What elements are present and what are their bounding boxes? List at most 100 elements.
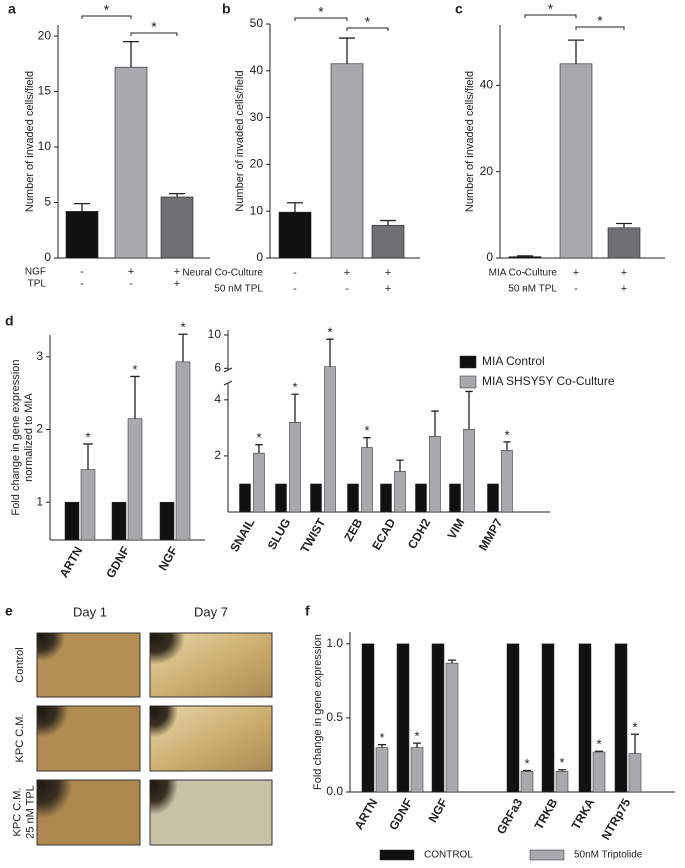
significance-star: *: [256, 430, 261, 445]
significance-star: *: [151, 19, 157, 35]
y-tick-label: 0: [486, 250, 493, 264]
significance-bracket: [130, 32, 178, 36]
bar: [159, 501, 175, 541]
legend-swatch: [379, 849, 415, 861]
y-tick-label: 4: [214, 392, 221, 406]
bar: [380, 483, 392, 513]
significance-star: *: [597, 13, 603, 29]
error-bar: [291, 393, 299, 423]
y-tick-label: 3: [36, 349, 43, 363]
significance-star: *: [292, 380, 297, 395]
bar: [607, 227, 641, 259]
bar: [375, 747, 389, 793]
bar: [396, 643, 410, 793]
significance-star: *: [379, 730, 384, 745]
error-bar: [326, 338, 334, 367]
legend-label: CONTROL: [424, 850, 473, 861]
significance-star: *: [632, 720, 637, 735]
significance-star: *: [104, 2, 110, 18]
bar: [445, 662, 459, 793]
legend-label: 50nM Triptolide: [574, 850, 643, 861]
y-tick-label: 0.0: [326, 784, 343, 798]
condition-sign: -: [523, 267, 527, 279]
bar: [555, 771, 569, 793]
row-label: KPC C.M.: [14, 714, 26, 763]
y-tick-label: 1: [36, 494, 43, 508]
micrograph-detail: [150, 633, 200, 678]
axes: 0 10 20 30 40 50 Number of invaded cells/field: [234, 16, 420, 264]
micrograph-detail: [37, 633, 77, 673]
y-tick-label: 20: [480, 164, 494, 178]
error-bar: [255, 444, 263, 454]
condition-sign: +: [385, 267, 391, 279]
legend-label: MIA SHSY5Y Co-Culture: [482, 374, 615, 388]
panel-label: f: [305, 603, 310, 619]
condition-sign: -: [293, 283, 297, 295]
x-tick-label: GDNF: [386, 796, 415, 832]
micrograph-detail: [37, 780, 87, 835]
condition-label: 50 nM TPL: [508, 284, 557, 295]
bar: [361, 643, 375, 793]
significance-star: *: [365, 14, 371, 30]
condition-sign: -: [293, 267, 297, 279]
bar: [463, 429, 475, 513]
x-tick-label: CDH2: [405, 516, 434, 552]
x-tick-label: GRFa3: [494, 796, 526, 837]
bar: [614, 643, 628, 793]
error-bar: [517, 255, 533, 257]
axes: 1 2 3 Fold change in gene expression normali…: [10, 335, 205, 541]
bar: [431, 643, 445, 793]
error-bar: [631, 733, 639, 754]
condition-sign: -: [80, 266, 84, 278]
legend-swatch: [459, 375, 477, 389]
bar: [278, 211, 312, 259]
y-axis-label: Fold change in gene expression: [10, 360, 22, 516]
error-bar: [431, 410, 439, 437]
condition-sign: -: [523, 283, 527, 295]
bar: [160, 196, 194, 259]
condition-label: NGF: [25, 267, 46, 278]
x-tick-label: SNAIL: [227, 516, 257, 554]
y-tick-label: 40: [250, 63, 264, 77]
y-axis-label: Number of invaded cells/field: [234, 70, 246, 211]
significance-star: *: [364, 423, 369, 438]
bar: [371, 224, 405, 259]
bar: [175, 361, 191, 541]
y-tick-label: 50: [250, 16, 264, 30]
error-bar: [83, 443, 93, 470]
y-axis-label: Number of invaded cells/field: [24, 71, 36, 212]
condition-sign: -: [345, 283, 349, 295]
x-tick-label: SLUG: [265, 516, 294, 552]
y-tick-label: 6: [214, 361, 221, 375]
significance-star: *: [180, 320, 185, 335]
y-tick-label: 1.0: [326, 636, 343, 650]
bar: [628, 753, 642, 793]
bar: [330, 63, 364, 259]
significance-star: *: [548, 1, 554, 17]
condition-sign: +: [128, 266, 134, 278]
significance-star: *: [524, 756, 529, 771]
y-tick-label: 2: [214, 448, 221, 462]
y-tick-label: 10: [38, 139, 52, 153]
bar: [324, 366, 336, 513]
bar: [114, 66, 148, 259]
bar: [361, 447, 373, 513]
x-tick-label: ZEB: [341, 516, 365, 544]
x-tick-label: MMP7: [476, 516, 506, 553]
error-bar: [123, 40, 139, 68]
bar: [520, 771, 534, 793]
error-bar: [363, 437, 371, 448]
error-bar: [465, 390, 473, 430]
panel-label: c: [455, 1, 463, 17]
error-bar: [378, 743, 386, 748]
micrograph-detail: [150, 780, 190, 830]
significance-star: *: [318, 4, 324, 20]
error-bar: [287, 202, 303, 213]
bar: [541, 643, 555, 793]
y-tick-label: 10: [208, 327, 222, 341]
bar: [80, 469, 96, 541]
bar: [289, 422, 301, 513]
y-tick-label: 20: [38, 28, 52, 42]
y-axis-label: Number of invaded cells/field: [464, 71, 476, 212]
panel-label: a: [8, 1, 16, 17]
